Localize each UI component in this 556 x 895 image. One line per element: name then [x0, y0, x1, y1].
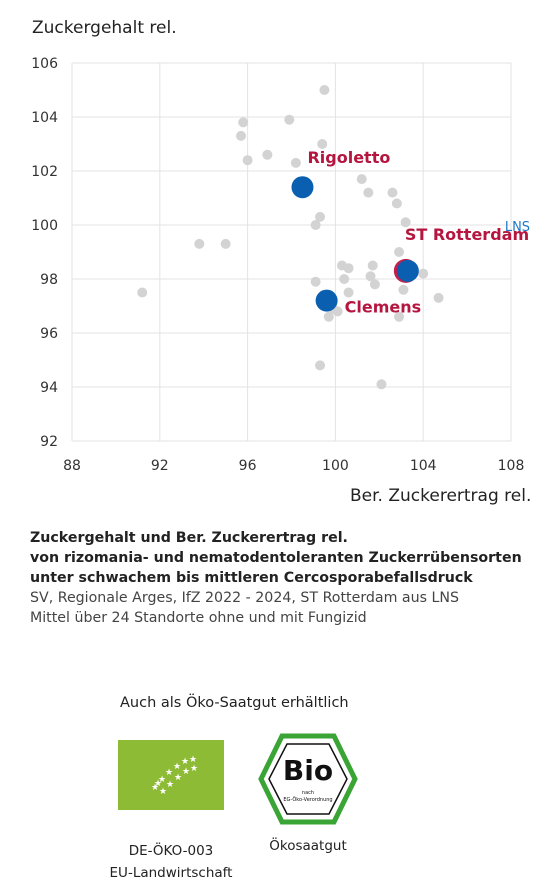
background-point	[242, 155, 253, 166]
chart-grid	[71, 62, 512, 442]
x-tick-label: 88	[63, 458, 81, 474]
caption-line-3: unter schwachem bis mittleren Cercospora…	[30, 570, 473, 586]
svg-text:Bio: Bio	[283, 754, 333, 787]
background-point	[238, 117, 249, 128]
x-axis-label: Ber. Zuckerertrag rel.	[350, 486, 532, 506]
y-tick-label: 96	[40, 326, 58, 342]
caption-line-4: SV, Regionale Arges, IfZ 2022 - 2024, ST…	[30, 590, 460, 606]
background-point	[391, 198, 402, 209]
background-point	[315, 360, 326, 371]
y-tick-label: 104	[31, 110, 58, 126]
svg-text:★: ★	[173, 762, 181, 772]
eu-code: DE-ÖKO-003	[128, 843, 214, 859]
scatter-chart: 92 94 96 98 100 102 104 106 88 92 96 100 104 108 Rig…	[31, 56, 530, 474]
x-tick-label: 108	[498, 458, 525, 474]
point-label: Clemens	[345, 298, 422, 317]
svg-text:EG-Öko-Verordnung: EG-Öko-Verordnung	[283, 796, 332, 803]
background-point	[220, 238, 231, 249]
point-label: Rigoletto	[307, 148, 390, 167]
background-point	[332, 306, 343, 317]
background-point	[365, 271, 376, 282]
background-point	[310, 220, 321, 230]
eu-logo-caption: DE-ÖKO-003 EU-Landwirtschaft	[96, 840, 246, 884]
background-point	[236, 130, 247, 141]
x-tick-label: 104	[410, 458, 437, 474]
background-point	[319, 85, 330, 95]
background-point	[317, 139, 328, 149]
bio-logo-caption: Ökosaatgut	[269, 838, 347, 854]
svg-text:★: ★	[166, 780, 174, 790]
background-point	[343, 263, 354, 274]
svg-text:★: ★	[165, 768, 173, 778]
svg-text:★: ★	[174, 773, 182, 783]
svg-text:★: ★	[151, 783, 159, 793]
background-point	[433, 292, 444, 303]
eu-leaf-stars-icon: ★★★ ★ ★ ★ ★★★ ★★★	[151, 755, 198, 797]
background-point	[290, 157, 301, 168]
svg-text:★: ★	[189, 755, 197, 765]
point-label: ST Rotterdam	[405, 225, 529, 244]
background-points	[137, 85, 444, 390]
svg-text:★: ★	[159, 787, 167, 797]
y-tick-labels: 92 94 96 98 100 102 104 106	[31, 56, 58, 450]
background-point	[323, 311, 334, 322]
svg-text:★: ★	[181, 757, 189, 767]
svg-text:★: ★	[190, 764, 198, 774]
background-point	[315, 211, 326, 222]
background-point	[284, 114, 295, 125]
highlight-points	[291, 176, 419, 312]
background-point	[356, 174, 367, 185]
background-point	[418, 268, 429, 279]
svg-text:★: ★	[182, 767, 190, 777]
background-point	[376, 379, 387, 390]
bio-seal-logo: Bio nach EG-Öko-Verordnung	[258, 733, 358, 825]
highlight-point	[315, 289, 338, 312]
y-tick-label: 92	[40, 434, 58, 450]
background-point	[394, 311, 405, 322]
background-point	[400, 217, 411, 228]
background-point	[310, 276, 321, 287]
background-point	[367, 260, 378, 271]
background-point	[363, 187, 374, 198]
x-tick-labels: 88 92 96 100 104 108	[63, 458, 524, 474]
background-point	[387, 187, 398, 198]
point-labels: Rigoletto ST Rotterdam Clemens LNS	[307, 148, 530, 316]
background-point	[343, 287, 354, 298]
y-tick-label: 106	[31, 56, 58, 72]
svg-text:★: ★	[154, 779, 162, 789]
background-point	[262, 149, 273, 160]
eu-text: EU-Landwirtschaft	[109, 865, 233, 881]
chart-caption: Zuckergehalt und Ber. Zuckerertrag rel. …	[30, 528, 540, 628]
background-point	[369, 279, 380, 290]
x-tick-label: 96	[239, 458, 257, 474]
y-tick-label: 98	[40, 272, 58, 288]
caption-line-1: Zuckergehalt und Ber. Zuckerertrag rel.	[30, 530, 348, 546]
bio-hexagon-icon: Bio nach EG-Öko-Verordnung	[258, 733, 358, 825]
svg-text:★: ★	[158, 775, 166, 785]
background-point	[137, 287, 148, 298]
x-tick-label: 100	[322, 458, 349, 474]
eco-title: Auch als Öko-Saatgut erhältlich	[120, 695, 349, 711]
highlight-point	[396, 259, 419, 282]
background-point	[339, 274, 350, 284]
caption-line-2: von rizomania- und nematodentoleranten Z…	[30, 550, 522, 566]
y-tick-label: 102	[31, 164, 58, 180]
x-tick-label: 92	[151, 458, 169, 474]
y-tick-label: 100	[31, 218, 58, 234]
y-axis-label: Zuckergehalt rel.	[32, 18, 177, 38]
caption-line-5: Mittel über 24 Standorte ohne und mit Fu…	[30, 610, 367, 626]
y-tick-label: 94	[40, 380, 58, 396]
lns-label: LNS	[505, 220, 530, 235]
background-point	[194, 238, 205, 249]
svg-text:nach: nach	[302, 790, 314, 796]
background-point	[394, 247, 405, 257]
background-point	[398, 284, 409, 295]
highlight-point	[291, 176, 314, 199]
eu-organic-logo: ★ ★ ★ ★ ★ ★ ★ ★ ★ ★ ★ ★	[118, 740, 224, 810]
